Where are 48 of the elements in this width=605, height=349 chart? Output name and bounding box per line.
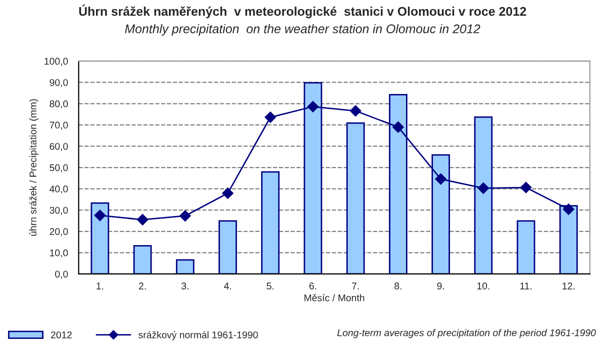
bar bbox=[516, 220, 536, 274]
x-tick-label: 1. bbox=[96, 282, 104, 290]
bar bbox=[218, 220, 237, 274]
x-tick-label: 11. bbox=[520, 282, 532, 290]
y-tick-label: 0,0 bbox=[55, 270, 68, 279]
chart-title: Úhrn srážek naměřených v meteorologické stanici v Olomouci v roce 2012 bbox=[79, 4, 526, 18]
legend-label: srážkový normál 1961-1990 bbox=[138, 331, 258, 340]
y-tick-label: 70,0 bbox=[50, 122, 68, 130]
point bbox=[94, 210, 106, 222]
x-tick-label: 12. bbox=[562, 282, 574, 290]
x-tick-label: 4. bbox=[224, 282, 231, 290]
x-tick-label: 6. bbox=[309, 282, 316, 290]
point bbox=[222, 188, 234, 199]
point bbox=[136, 214, 148, 226]
x-axis-title: Měsíc / Month bbox=[304, 294, 364, 302]
bar bbox=[261, 171, 280, 274]
x-tick-label: 2. bbox=[138, 282, 146, 290]
y-axis-title: úhrn srážek / Precipitation (mm) bbox=[29, 99, 38, 236]
point bbox=[307, 101, 319, 112]
y-tick-label: 30,0 bbox=[50, 206, 68, 215]
x-tick-label: 8. bbox=[394, 282, 402, 290]
legend-label: 2012 bbox=[51, 331, 72, 338]
x-tick-label: 10. bbox=[477, 282, 490, 290]
point bbox=[350, 105, 362, 116]
text: Long-term averages of precipitation of the period 1961-1990 bbox=[337, 329, 596, 338]
point bbox=[520, 182, 532, 194]
y-tick-label: 20,0 bbox=[50, 228, 68, 236]
point bbox=[180, 210, 191, 222]
x-tick-label: 5. bbox=[266, 282, 274, 290]
bar bbox=[133, 245, 152, 274]
y-tick-label: 10,0 bbox=[50, 249, 68, 258]
chart-subtitle: Monthly precipitation on the weather station in Olomouc in 2012 bbox=[125, 24, 480, 36]
y-tick-label: 60,0 bbox=[50, 142, 68, 151]
y-tick-label: 40,0 bbox=[50, 186, 68, 194]
x-tick-label: 9. bbox=[437, 282, 444, 290]
y-tick-label: 100,0 bbox=[44, 58, 68, 66]
bar bbox=[176, 259, 194, 274]
point bbox=[435, 173, 446, 185]
x-tick-label: 3. bbox=[181, 282, 188, 290]
bar bbox=[346, 122, 365, 274]
point bbox=[392, 121, 404, 133]
y-tick-label: 80,0 bbox=[50, 100, 68, 108]
point bbox=[562, 204, 574, 215]
x-tick-label: 7. bbox=[352, 282, 359, 290]
y-tick-label: 50,0 bbox=[50, 164, 68, 172]
point bbox=[478, 182, 489, 194]
y-tick-label: 90,0 bbox=[50, 79, 68, 88]
point bbox=[264, 112, 276, 123]
